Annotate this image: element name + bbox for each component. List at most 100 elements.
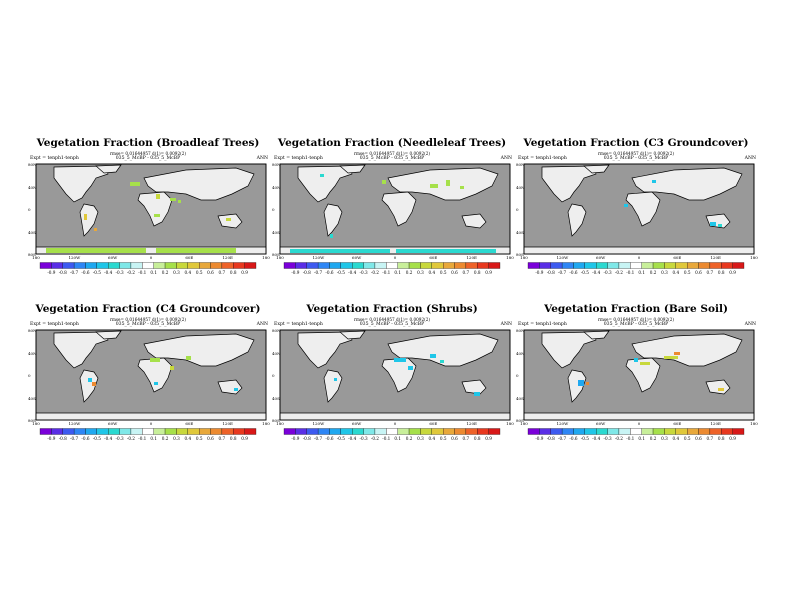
anomaly-patch: [154, 214, 160, 217]
land-mass: [523, 246, 755, 255]
lat-tick-label: 0: [516, 373, 519, 378]
anomaly-patch: [320, 174, 324, 177]
lon-tick-label: 120W: [556, 421, 569, 426]
colorbar-swatch: [420, 428, 432, 435]
land-mass: [35, 412, 267, 421]
colorbar-swatch: [477, 428, 489, 435]
lon-tick-label: 120W: [312, 255, 325, 260]
land-mass: [381, 191, 417, 227]
colorbar-swatch: [62, 262, 75, 269]
colorbar-label: 0.8: [473, 270, 481, 275]
colorbar-label: -0.8: [302, 436, 311, 441]
panel-expt: Expt = tenph1-tenph: [30, 322, 79, 327]
colorbar-swatch: [584, 428, 597, 435]
colorbar-swatch: [698, 262, 711, 269]
colorbar-label: -0.5: [580, 436, 589, 441]
panel-subtitle: 035_5_McBP - 035_5_McBP: [359, 156, 425, 161]
lon-tick-label: 120W: [68, 255, 81, 260]
colorbar-label: -0.1: [382, 270, 391, 275]
colorbar-swatch: [363, 262, 376, 269]
anomaly-patch: [578, 380, 584, 386]
colorbar-label: -0.3: [359, 270, 368, 275]
lat-tick-label: 80S: [28, 252, 36, 257]
colorbar-swatch: [221, 428, 234, 435]
lon-tick-label: 60E: [673, 421, 682, 426]
colorbar-label: 0.5: [683, 270, 691, 275]
land-mass: [461, 213, 487, 229]
lon-tick-label: 120E: [466, 421, 477, 426]
land-mass: [323, 369, 343, 403]
colorbar-swatch: [164, 428, 177, 435]
colorbar-swatch: [153, 262, 166, 269]
colorbar-swatch: [561, 262, 574, 269]
land-mass: [583, 164, 610, 174]
panel-subtitle: 035_5_McBP - 035_5_McBP: [115, 156, 181, 161]
colorbar-swatch: [397, 428, 410, 435]
anomaly-patch: [178, 200, 181, 203]
colorbar-swatch: [233, 262, 245, 269]
colorbar-label: 0.3: [417, 270, 424, 275]
anomaly-patch: [394, 358, 406, 362]
lat-tick-label: 0: [516, 207, 519, 212]
land-mass: [387, 167, 499, 201]
anomaly-patch: [92, 382, 96, 386]
land-mass: [523, 412, 755, 421]
colorbar-label: -0.7: [558, 436, 567, 441]
colorbar-label: -0.1: [138, 270, 147, 275]
colorbar-swatch: [187, 428, 200, 435]
map-panel-shrubs: Vegetation Fraction (Shrubs) rmse= 0.016…: [272, 303, 514, 478]
colorbar-label: -0.7: [314, 270, 323, 275]
colorbar-label: -0.1: [626, 270, 635, 275]
anomaly-patch: [430, 184, 438, 188]
colorbar-swatch: [443, 262, 455, 269]
colorbar-label: -0.5: [336, 436, 345, 441]
colorbar-label: -0.3: [603, 270, 612, 275]
anomaly-patch: [674, 352, 680, 355]
panel-expt: Expt = tenph1-tenph: [518, 322, 567, 327]
panel-rmse: rmse= 0.01644957 d(1)= 0.0092(2): [353, 317, 431, 322]
lat-tick-label: 80S: [516, 252, 524, 257]
lon-tick-label: 60E: [673, 255, 682, 260]
colorbar-swatch: [539, 262, 551, 269]
colorbar-label: -0.6: [569, 270, 578, 275]
colorbar-label: -0.5: [92, 270, 101, 275]
lon-tick-label: 60W: [596, 255, 606, 260]
anomaly-patch: [84, 214, 87, 220]
colorbar-swatch: [39, 428, 52, 435]
lat-tick-label: 40S: [28, 229, 36, 235]
colorbar-label: -0.2: [370, 436, 379, 441]
colorbar-swatch: [96, 428, 109, 435]
colorbar-swatch: [130, 262, 143, 269]
colorbar-label: 0.3: [173, 436, 180, 441]
land-mass: [95, 330, 122, 340]
anomaly-patch: [382, 180, 386, 184]
anomaly-patch: [170, 198, 176, 201]
lon-tick-label: 60E: [185, 255, 194, 260]
colorbar-label: -0.3: [359, 436, 368, 441]
colorbar-swatch: [119, 262, 132, 269]
colorbar-label: -0.6: [325, 436, 334, 441]
colorbar-label: 0.9: [729, 270, 736, 275]
colorbar-swatch: [317, 262, 330, 269]
panel-subtitle: 035_5_McBP - 035_5_McBP: [603, 322, 669, 327]
colorbar-label: -0.9: [47, 436, 56, 441]
colorbar-swatch: [153, 428, 166, 435]
colorbar-label: -0.8: [546, 436, 555, 441]
anomaly-patch: [396, 249, 496, 253]
lat-tick-label: 40N: [272, 350, 281, 356]
colorbar-label: -0.8: [58, 436, 67, 441]
anomaly-patch: [460, 186, 464, 189]
colorbar-swatch: [607, 262, 620, 269]
colorbar-label: -0.2: [614, 270, 623, 275]
colorbar-swatch: [244, 262, 257, 269]
colorbar-label: 0.7: [706, 270, 714, 275]
anomaly-patch: [664, 356, 678, 359]
land-mass: [583, 330, 610, 340]
colorbar-swatch: [73, 428, 86, 435]
anomaly-patch: [156, 248, 236, 253]
colorbar-swatch: [51, 262, 63, 269]
panel-rmse: rmse= 0.01644957 d(1)= 0.0092(2): [109, 151, 187, 156]
colorbar-swatch: [539, 428, 551, 435]
colorbar-label: 0.5: [195, 270, 203, 275]
colorbar-label: 0.8: [717, 270, 725, 275]
